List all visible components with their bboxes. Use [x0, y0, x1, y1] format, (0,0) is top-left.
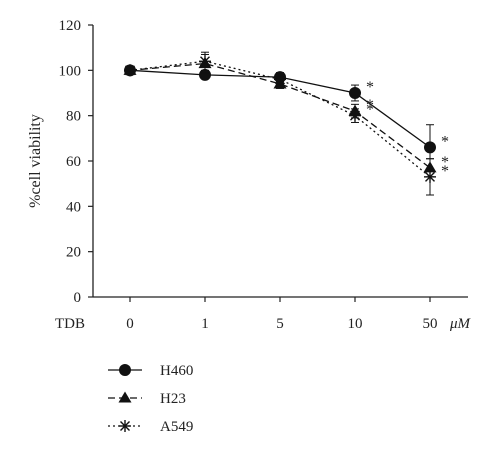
x-tick-label: 50	[423, 316, 438, 332]
y-tick-label: 60	[66, 154, 81, 170]
data-point-star	[349, 109, 361, 122]
legend-label: H23	[160, 391, 186, 407]
legend-item-H460: H460	[108, 363, 193, 379]
x-tick-label: 0	[126, 316, 134, 332]
series-A549: **	[124, 51, 449, 196]
y-axis-title: %cell viability	[27, 114, 44, 208]
significance-marker: *	[366, 97, 374, 114]
data-point-circle	[199, 68, 211, 81]
series-H460: **	[124, 64, 449, 171]
axes: 0 20 40 60 80 100 120 0 1 5 10 50 TDB μM %cell viabili…	[27, 18, 472, 332]
x-axis-prefix-label: TDB	[55, 316, 85, 332]
y-tick-label: 80	[66, 109, 81, 125]
data-point-star	[124, 64, 136, 77]
data-point-star	[424, 170, 436, 183]
x-tick-label: 1	[201, 316, 209, 332]
star-stroke	[275, 74, 285, 85]
legend-item-H23: H23	[108, 391, 186, 407]
y-tick-label: 120	[59, 18, 82, 34]
y-tick-label: 40	[66, 199, 81, 215]
significance-marker: *	[366, 79, 374, 96]
x-tick-label: 5	[276, 316, 284, 332]
significance-marker: *	[441, 163, 449, 180]
significance-marker: *	[441, 133, 449, 150]
data-point-star	[274, 73, 286, 86]
legend-marker-star	[119, 420, 131, 432]
legend-marker-triangle	[118, 391, 132, 403]
series-line	[129, 60, 431, 178]
legend-label: A549	[160, 419, 193, 435]
y-tick-label: 0	[74, 290, 82, 306]
star-stroke	[350, 110, 360, 121]
significance-marker: *	[441, 154, 449, 171]
legend-label: H460	[160, 363, 193, 379]
significance-marker: *	[366, 102, 374, 119]
star-stroke	[200, 56, 210, 67]
series-layer: ******	[123, 51, 449, 196]
y-tick-label: 100	[59, 63, 82, 79]
x-unit-label: μM	[449, 316, 472, 332]
series-line	[129, 62, 431, 169]
star-stroke	[425, 171, 435, 182]
data-point-circle	[349, 87, 361, 99]
legend-item-A549: A549	[108, 419, 193, 435]
star-stroke	[125, 65, 135, 76]
legend: H460 H23 A549	[108, 363, 193, 435]
y-tick-label: 20	[66, 245, 81, 261]
star-stroke	[120, 421, 130, 431]
x-tick-label: 10	[348, 316, 363, 332]
legend-marker-circle	[119, 364, 131, 376]
data-point-circle	[424, 141, 436, 154]
data-point-star	[199, 55, 211, 68]
